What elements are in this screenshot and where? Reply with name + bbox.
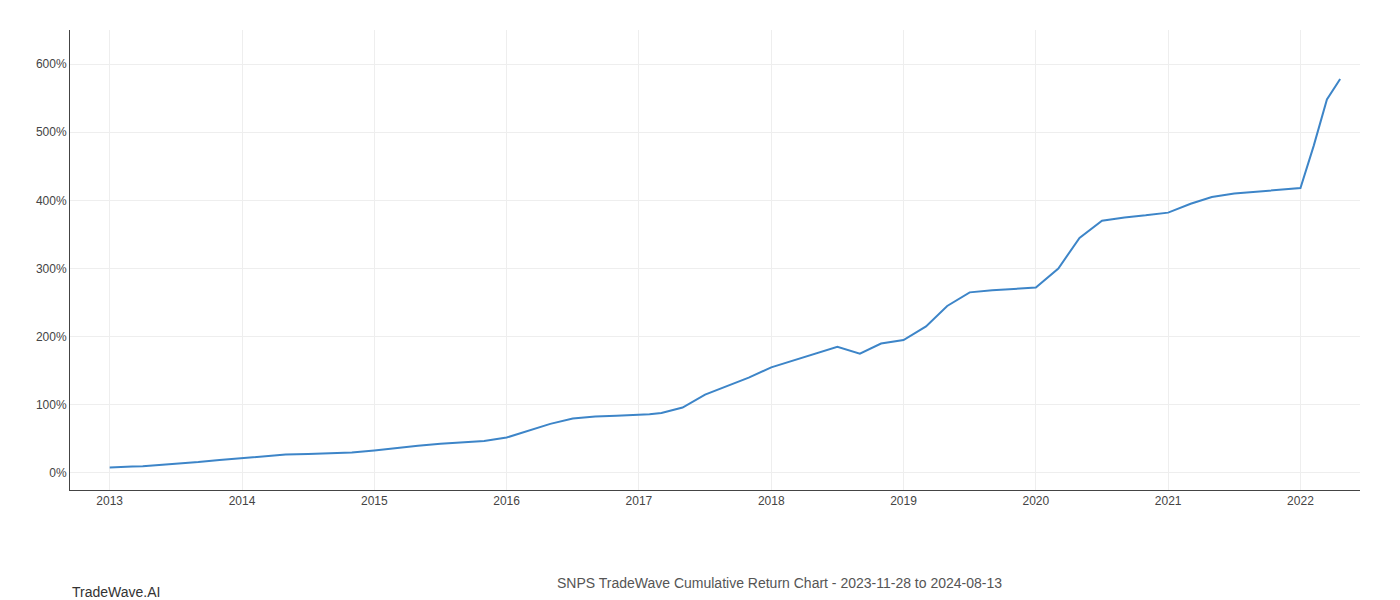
svg-text:0%: 0% — [49, 466, 67, 480]
svg-text:400%: 400% — [36, 194, 67, 208]
svg-text:2013: 2013 — [96, 494, 123, 508]
svg-text:200%: 200% — [36, 330, 67, 344]
svg-text:2015: 2015 — [361, 494, 388, 508]
svg-text:2019: 2019 — [890, 494, 917, 508]
svg-text:2017: 2017 — [626, 494, 653, 508]
svg-text:600%: 600% — [36, 57, 67, 71]
svg-text:2022: 2022 — [1287, 494, 1314, 508]
svg-text:2016: 2016 — [493, 494, 520, 508]
svg-text:500%: 500% — [36, 125, 67, 139]
svg-text:2014: 2014 — [229, 494, 256, 508]
svg-text:SNPS TradeWave Cumulative Retu: SNPS TradeWave Cumulative Return Chart -… — [557, 575, 1002, 591]
svg-text:2018: 2018 — [758, 494, 785, 508]
svg-text:TradeWave.AI: TradeWave.AI — [72, 584, 160, 600]
svg-text:2021: 2021 — [1155, 494, 1182, 508]
svg-text:300%: 300% — [36, 262, 67, 276]
svg-text:100%: 100% — [36, 398, 67, 412]
svg-text:2020: 2020 — [1022, 494, 1049, 508]
